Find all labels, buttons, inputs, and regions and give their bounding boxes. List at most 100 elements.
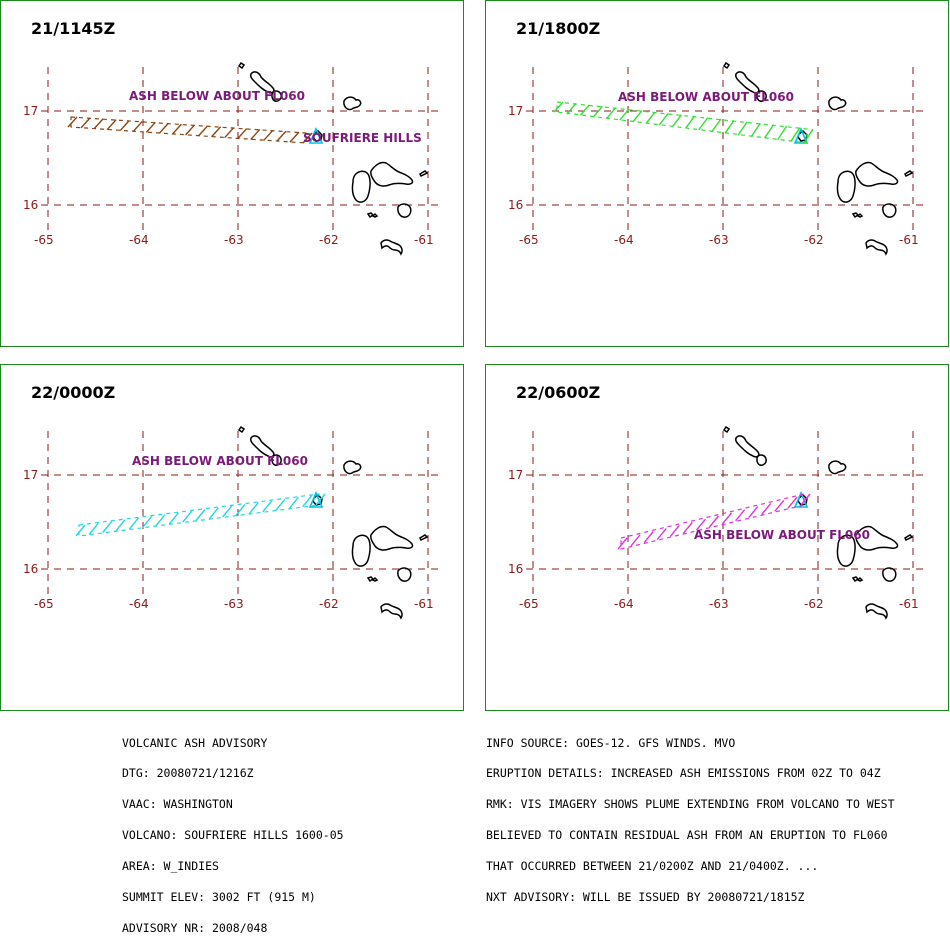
ash-plume-hatch <box>248 502 259 515</box>
coastline <box>419 534 429 542</box>
ash-plume-hatch <box>632 110 643 123</box>
ash-plume-hatch <box>184 124 196 136</box>
coastline <box>722 61 731 70</box>
coastline <box>882 567 897 582</box>
ash-plume-hatch <box>566 102 577 115</box>
longitude-tick-label: -64 <box>129 233 149 247</box>
coastline <box>370 161 414 187</box>
volcano-icon <box>308 126 324 144</box>
coastline <box>756 90 767 102</box>
ash-plume-hatch <box>288 497 299 509</box>
ash-plume-outline <box>78 493 320 537</box>
longitude-tick-label: -65 <box>34 233 54 247</box>
ash-plume-hatch <box>198 125 209 137</box>
ash-plume-hatch <box>208 507 219 520</box>
advisory-line: BELIEVED TO CONTAIN RESIDUAL ASH FROM AN… <box>486 828 888 843</box>
advisory-line: DTG: 20080721/1216Z <box>122 766 254 781</box>
ash-plume-hatch <box>777 125 788 141</box>
ash-plume-hatch <box>142 515 153 528</box>
ash-plume-hatch <box>315 493 326 506</box>
ash-plume-hatch <box>671 114 682 128</box>
latitude-tick-label: 17 <box>508 104 523 118</box>
ash-plume-hatch <box>102 521 113 533</box>
longitude-tick-label: -62 <box>804 233 824 247</box>
longitude-tick-label: -62 <box>804 597 824 611</box>
ash-plume-hatch <box>155 514 166 527</box>
ash-plume-hatch <box>669 524 680 537</box>
coastline <box>343 460 362 475</box>
ash-plume-hatch <box>803 128 814 144</box>
ash-plume-hatch <box>132 120 143 132</box>
ash-plume-hatch <box>553 101 564 113</box>
coastline <box>419 170 429 178</box>
ash-plume-hatch <box>235 503 246 516</box>
coastline <box>351 170 371 203</box>
advisory-line: ADVISORY NR: 2008/048 <box>122 920 268 935</box>
ash-plume-hatch <box>735 509 746 522</box>
ash-plume-hatch <box>579 104 590 116</box>
coastline <box>756 454 767 466</box>
ash-level-label: ASH BELOW ABOUT FL060 <box>618 90 794 104</box>
ash-plume-hatch <box>787 496 798 509</box>
coastline <box>722 425 731 434</box>
coastline <box>380 239 403 256</box>
map-panel-2: 17 16 -65 -64 -63 -62 -61 ASH BELOW ABOUT FL06… <box>485 0 949 347</box>
map-panel-1: 17 16 -65 -64 -63 -62 -61 ASH BELOW ABOUT FL06… <box>0 0 464 347</box>
ash-plume-hatch <box>195 509 206 521</box>
coastline <box>351 534 371 567</box>
coastline <box>371 212 379 218</box>
ash-plume-hatch <box>158 122 169 134</box>
ash-plume-hatch <box>619 108 630 121</box>
coastline <box>237 425 246 434</box>
ash-plume-hatch <box>289 131 300 143</box>
longitude-tick-label: -64 <box>614 597 634 611</box>
map-canvas-2: 17 16 -65 -64 -63 -62 -61 ASH BELOW ABOUT FL06… <box>508 61 926 256</box>
advisory-line: AREA: W_INDIES <box>122 859 219 874</box>
volcano-icon <box>793 126 809 144</box>
coastline <box>397 567 412 582</box>
ash-plume-hatch <box>748 506 759 519</box>
coastline <box>380 603 403 620</box>
ash-plume-hatch <box>606 107 617 119</box>
coastline <box>343 96 362 111</box>
ash-plume-hatch <box>643 531 654 544</box>
ash-plume-hatch <box>171 123 182 135</box>
longitude-tick-label: -63 <box>709 597 729 611</box>
coastline <box>856 212 864 218</box>
latitude-tick-label: 16 <box>23 562 38 576</box>
ash-plume-hatch <box>182 510 193 523</box>
volcano-name-label: SOUFRIERE HILLS <box>303 131 422 145</box>
coastline <box>904 170 914 178</box>
coastline <box>855 161 899 187</box>
ash-plume-hatch <box>262 500 273 513</box>
coastline <box>856 576 864 582</box>
ash-plume-hatch <box>302 132 313 144</box>
ash-plume-hatch <box>67 116 78 128</box>
ash-plume-hatch <box>630 534 641 547</box>
coastline <box>865 239 888 256</box>
latitude-tick-label: 17 <box>23 468 38 482</box>
ash-plume-hatch <box>724 120 735 134</box>
panel-time-title: 22/0600Z <box>516 383 601 402</box>
longitude-tick-label: -61 <box>414 233 434 247</box>
ash-plume-hatch <box>722 512 733 525</box>
longitude-tick-label: -64 <box>614 233 634 247</box>
ash-plume-hatch <box>592 105 604 118</box>
ash-plume-hatch <box>790 127 801 142</box>
ash-plume-hatch <box>711 118 722 132</box>
coastline <box>828 460 847 475</box>
advisory-header-block: VOLCANIC ASH ADVISORY DTG: 20080721/1216… <box>122 717 344 944</box>
ash-plume-hatch <box>128 517 139 530</box>
longitude-tick-label: -64 <box>129 597 149 611</box>
ash-level-label: ASH BELOW ABOUT FL060 <box>129 89 305 103</box>
advisory-line: SUMMIT ELEV: 3002 FT (915 M) <box>122 890 316 905</box>
advisory-line: THAT OCCURRED BETWEEN 21/0200Z AND 21/04… <box>486 859 819 874</box>
latitude-tick-label: 17 <box>508 468 523 482</box>
ash-plume-hatch <box>106 119 117 131</box>
ash-plume-hatch <box>708 515 720 528</box>
advisory-line: VOLCANIC ASH ADVISORY <box>122 735 268 750</box>
panel-time-title: 22/0000Z <box>31 383 116 402</box>
coastline <box>237 61 246 70</box>
ash-plume-outline <box>70 116 307 144</box>
ash-plume-hatch <box>800 493 811 506</box>
